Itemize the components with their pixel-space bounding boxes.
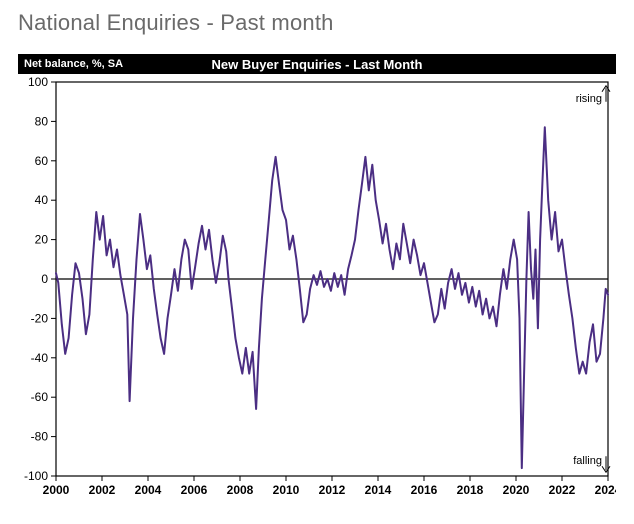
- y-tick-label: -80: [31, 430, 49, 444]
- y-tick-label: 20: [35, 233, 49, 247]
- chart-plot-area: -100 -80 -60 -40 -20 0 20 40 60 80 100 2000 2002 2004…: [18, 74, 616, 502]
- rising-annotation: rising: [576, 93, 602, 105]
- y-tick-label: -100: [24, 469, 48, 483]
- x-tick-label: 2020: [503, 483, 530, 497]
- x-tick-label: 2018: [457, 483, 484, 497]
- chart-container: Net balance, %, SA New Buyer Enquiries -…: [18, 54, 616, 502]
- x-tick-label: 2022: [549, 483, 576, 497]
- y-tick-label: 0: [41, 272, 48, 286]
- x-tick-label: 2002: [89, 483, 116, 497]
- y-tick-label: 60: [35, 154, 49, 168]
- x-tick-label: 2010: [273, 483, 300, 497]
- y-tick-label: -40: [31, 351, 49, 365]
- y-tick-label: -20: [31, 311, 49, 325]
- page-root: National Enquiries - Past month Net bala…: [0, 0, 634, 524]
- page-title: National Enquiries - Past month: [18, 10, 334, 36]
- line-chart-svg: -100 -80 -60 -40 -20 0 20 40 60 80 100 2000 2002 2004…: [18, 74, 616, 502]
- x-tick-label: 2024: [595, 483, 616, 497]
- chart-header-bar: Net balance, %, SA New Buyer Enquiries -…: [18, 54, 616, 74]
- y-tick-label: 100: [28, 75, 48, 89]
- y-tick-label: -60: [31, 390, 49, 404]
- falling-annotation: falling: [573, 455, 602, 467]
- x-tick-label: 2008: [227, 483, 254, 497]
- x-tick-label: 2000: [43, 483, 70, 497]
- y-tick-label: 80: [35, 114, 49, 128]
- chart-header-left-label: Net balance, %, SA: [18, 58, 123, 70]
- x-tick-label: 2014: [365, 483, 392, 497]
- x-tick-label: 2012: [319, 483, 346, 497]
- x-tick-label: 2016: [411, 483, 438, 497]
- x-tick-label: 2004: [135, 483, 162, 497]
- x-tick-label: 2006: [181, 483, 208, 497]
- y-tick-label: 40: [35, 193, 49, 207]
